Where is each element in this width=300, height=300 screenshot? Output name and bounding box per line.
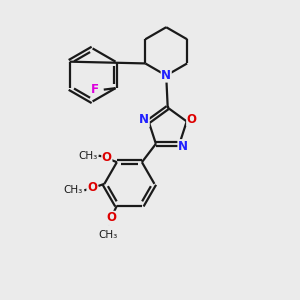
- Text: O: O: [187, 112, 197, 126]
- Text: CH₃: CH₃: [64, 185, 83, 195]
- Text: CH₃: CH₃: [78, 151, 97, 161]
- Text: CH₃: CH₃: [98, 230, 118, 240]
- Text: N: N: [178, 140, 188, 153]
- Text: N: N: [161, 69, 171, 82]
- Text: O: O: [102, 151, 112, 164]
- Text: O: O: [87, 182, 97, 194]
- Text: O: O: [106, 212, 117, 224]
- Text: F: F: [91, 83, 99, 96]
- Text: N: N: [139, 113, 149, 127]
